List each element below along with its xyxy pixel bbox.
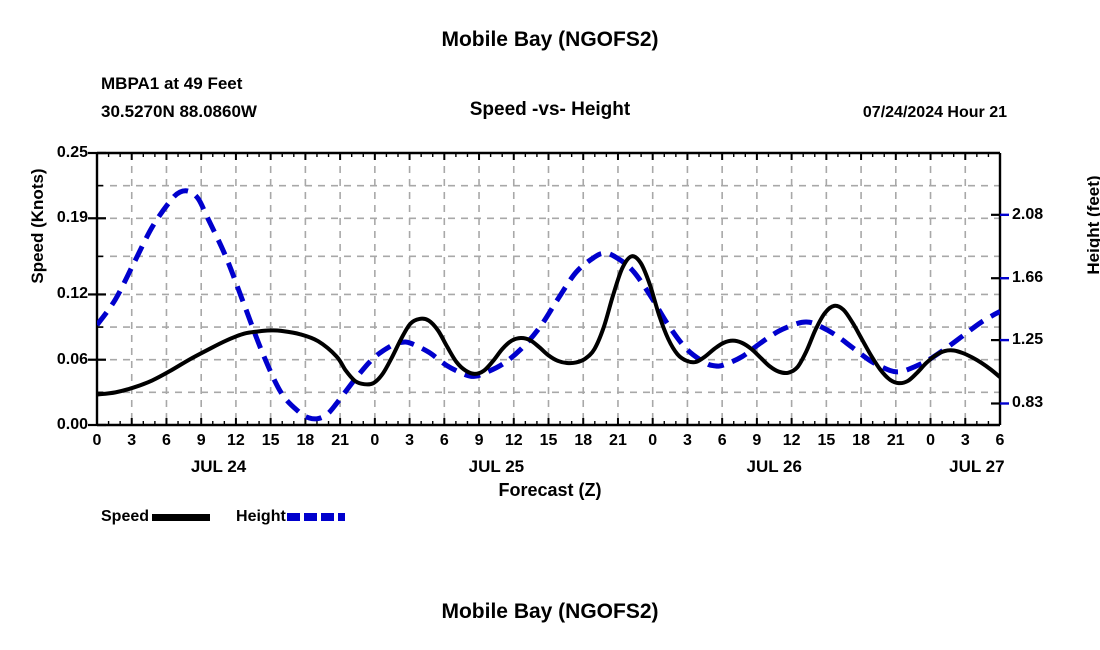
x-tick-17: 3 — [682, 432, 692, 449]
x-tick-10: 6 — [439, 432, 449, 449]
x-tick-4: 12 — [227, 432, 245, 449]
x-tick-11: 9 — [474, 432, 484, 449]
y-tick-left-0.25: 0.25 — [56, 144, 88, 161]
x-axis-label: Forecast (Z) — [498, 480, 602, 500]
x-tick-23: 21 — [886, 432, 905, 449]
x-tick-19: 9 — [752, 432, 762, 449]
chart-legend: Speed Height — [101, 508, 371, 526]
day-label-jul-26: JUL 26 — [746, 457, 802, 476]
x-tick-18: 6 — [717, 432, 727, 449]
page-title-bottom: Mobile Bay (NGOFS2) — [441, 600, 659, 623]
y-tick-left-0.19: 0.19 — [56, 209, 88, 227]
y-tick-left-0.00: 0.00 — [56, 416, 88, 433]
x-tick-5: 15 — [261, 432, 280, 449]
x-tick-13: 15 — [539, 432, 558, 449]
legend-item-speed: Speed — [101, 508, 211, 526]
legend-swatch-height-line — [286, 513, 345, 521]
station-coordinates: 30.5270N 88.0860W — [101, 102, 257, 121]
legend-item-height: Height — [236, 508, 345, 526]
forecast-run-timestamp: 07/24/2024 Hour 21 — [862, 104, 1007, 121]
x-tick-9: 3 — [405, 432, 415, 449]
x-tick-6: 18 — [296, 432, 315, 449]
x-tick-20: 12 — [782, 432, 801, 449]
x-tick-15: 21 — [609, 432, 627, 449]
x-tick-0: 0 — [92, 432, 102, 449]
x-tick-22: 18 — [852, 432, 870, 449]
y-tick-right-1.25: 1.25 — [1012, 331, 1044, 349]
x-tick-21: 15 — [817, 432, 836, 449]
y-tick-left-0.06: 0.06 — [56, 350, 88, 368]
legend-label-height: Height — [236, 508, 286, 525]
page-title-top: Mobile Bay (NGOFS2) — [441, 28, 659, 51]
x-tick-24: 0 — [926, 432, 935, 449]
x-tick-14: 18 — [574, 432, 593, 449]
y-tick-left-0.12: 0.12 — [56, 285, 88, 303]
day-label-jul-27: JUL 27 — [949, 457, 1005, 476]
x-tick-26: 6 — [995, 432, 1005, 449]
x-tick-3: 9 — [196, 432, 206, 449]
x-tick-1: 3 — [127, 432, 137, 449]
x-tick-2: 6 — [162, 432, 171, 449]
x-tick-7: 21 — [331, 432, 350, 449]
y-tick-right-0.83: 0.83 — [1012, 394, 1044, 412]
station-name-depth: MBPA1 at 49 Feet — [101, 74, 243, 93]
x-tick-8: 0 — [370, 432, 380, 449]
legend-swatch-speed-line — [152, 513, 211, 521]
x-tick-16: 0 — [648, 432, 658, 449]
x-tick-12: 12 — [504, 432, 523, 449]
y-tick-right-2.08: 2.08 — [1012, 205, 1044, 223]
day-label-jul-25: JUL 25 — [468, 457, 525, 476]
legend-label-speed: Speed — [101, 508, 150, 525]
day-label-jul-24: JUL 24 — [190, 457, 247, 476]
chart-subtitle: Speed -vs- Height — [469, 99, 631, 120]
x-tick-25: 3 — [960, 432, 970, 449]
series-line-speed — [97, 254, 1000, 397]
y-tick-right-1.66: 1.66 — [1012, 269, 1044, 287]
